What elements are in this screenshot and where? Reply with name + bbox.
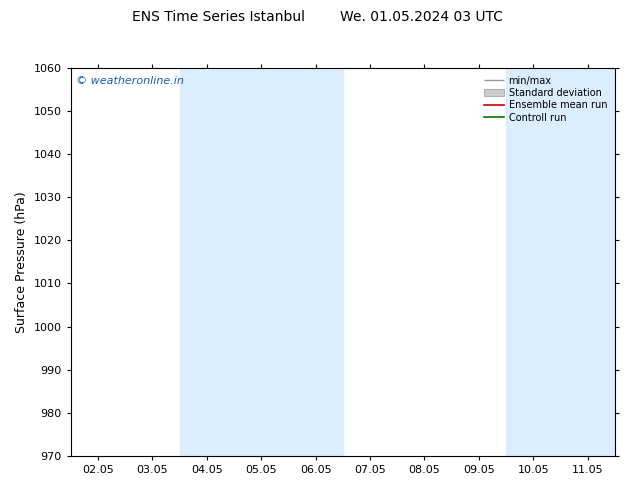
Bar <box>179 68 343 456</box>
Y-axis label: Surface Pressure (hPa): Surface Pressure (hPa) <box>15 191 28 333</box>
Text: © weatheronline.in: © weatheronline.in <box>76 75 184 86</box>
Legend: min/max, Standard deviation, Ensemble mean run, Controll run: min/max, Standard deviation, Ensemble me… <box>481 73 610 126</box>
Text: ENS Time Series Istanbul        We. 01.05.2024 03 UTC: ENS Time Series Istanbul We. 01.05.2024 … <box>131 10 503 24</box>
Bar <box>506 68 615 456</box>
